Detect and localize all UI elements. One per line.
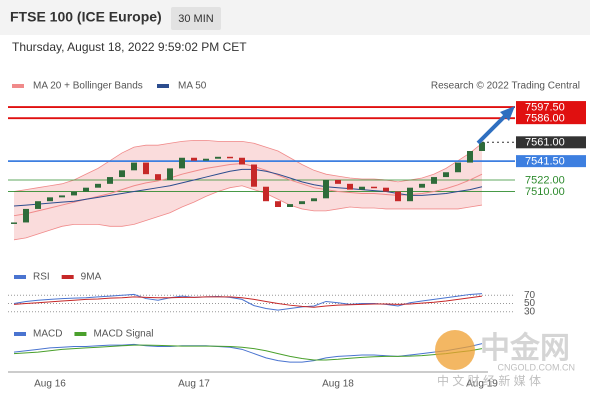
candle-body xyxy=(419,183,425,188)
level-label: 7510.00 xyxy=(525,186,565,198)
candle-body xyxy=(371,186,377,189)
level-label-box xyxy=(516,155,586,168)
candle-body xyxy=(107,177,113,184)
ma-line xyxy=(13,168,483,207)
candle-body xyxy=(455,162,461,173)
candle-body xyxy=(71,191,77,196)
legend-swatch xyxy=(157,84,169,88)
timeframe[interactable]: 30 MIN xyxy=(178,13,214,25)
x-tick-label: Aug 19 xyxy=(466,379,498,390)
legend-swatch xyxy=(12,84,24,88)
legend-swatch xyxy=(61,275,74,279)
candle-body xyxy=(227,156,233,159)
indicator-line xyxy=(13,295,483,308)
level-label-box xyxy=(516,136,586,149)
legend-label: MA 50 xyxy=(178,81,207,92)
level-label-box xyxy=(516,112,586,125)
timeframe-badge[interactable] xyxy=(171,7,221,30)
candle-body xyxy=(347,183,353,190)
instrument-title: FTSE 100 (ICE Europe) xyxy=(10,9,162,25)
candle-body xyxy=(299,201,305,205)
candle-body xyxy=(131,162,137,171)
candle-body xyxy=(167,168,173,180)
candle-body xyxy=(95,183,101,188)
legend-swatch xyxy=(74,332,87,336)
candle-body xyxy=(359,186,365,190)
bollinger-lower xyxy=(13,185,483,241)
legend-label: MA 20 + Bollinger Bands xyxy=(33,81,143,92)
indicator-line xyxy=(13,344,483,361)
rsi-tick-label: 70 xyxy=(524,290,536,301)
level-label: 7522.00 xyxy=(525,174,565,186)
indicator-line xyxy=(13,293,483,311)
candle-body xyxy=(467,151,473,163)
candle-body xyxy=(143,162,149,175)
candle-body xyxy=(59,195,65,198)
candle-body xyxy=(119,170,125,178)
level-label: 7597.50 xyxy=(525,101,565,113)
candle-body xyxy=(431,177,437,184)
candle-body xyxy=(383,187,389,192)
candle-body xyxy=(11,222,17,224)
candle-body xyxy=(311,198,317,202)
candle-body xyxy=(239,157,245,165)
candle-body xyxy=(323,179,329,199)
watermark-icon xyxy=(435,330,475,370)
indicator-line xyxy=(13,343,483,363)
legend-label: RSI xyxy=(33,272,50,283)
candle-body xyxy=(83,187,89,192)
legend-label: MACD xyxy=(33,329,62,340)
header-bar xyxy=(0,0,590,35)
legend-label: MACD Signal xyxy=(93,329,153,340)
rsi-tick-label: 50 xyxy=(524,298,536,309)
candle-body xyxy=(335,179,341,184)
level-label: 7541.50 xyxy=(525,156,565,168)
level-label-box xyxy=(516,101,586,114)
legend-swatch xyxy=(14,275,26,279)
candle-body xyxy=(443,172,449,178)
x-tick-label: Aug 17 xyxy=(178,379,210,390)
candle-body xyxy=(191,157,197,161)
watermark-tagline: 中 文 财 经 新 媒 体 xyxy=(437,373,541,388)
x-tick-label: Aug 18 xyxy=(322,379,354,390)
trend-arrowhead xyxy=(500,106,515,121)
x-tick-label: Aug 16 xyxy=(34,379,66,390)
legend-label: 9MA xyxy=(81,272,102,283)
candle-body xyxy=(263,186,269,202)
watermark-url: CNGOLD.COM.CN xyxy=(497,362,575,372)
candle-body xyxy=(251,164,257,187)
candle-body xyxy=(23,208,29,223)
candle-body xyxy=(47,197,53,202)
level-label: 7561.00 xyxy=(525,137,565,149)
candle-body xyxy=(203,158,209,161)
candle-body xyxy=(215,156,221,159)
watermark: 中金网 CNGOLD.COM.CN 中 文 财 经 新 媒 体 xyxy=(435,330,575,388)
candle-body xyxy=(275,201,281,207)
candle-body xyxy=(287,204,293,207)
trend-arrow xyxy=(476,111,510,145)
candle-body xyxy=(479,142,485,151)
candle-body xyxy=(35,201,41,209)
candle-body xyxy=(155,174,161,180)
candle-body xyxy=(407,187,413,202)
candle-body xyxy=(395,191,401,202)
timestamp: Thursday, August 18, 2022 9:59:02 PM CET xyxy=(12,40,247,54)
candle-body xyxy=(179,157,185,169)
watermark-logo: 中金网 xyxy=(480,331,570,365)
legend-swatch xyxy=(14,332,26,336)
credit: Research © 2022 Trading Central xyxy=(431,81,580,92)
bollinger-upper xyxy=(13,139,483,192)
level-label: 7586.00 xyxy=(525,113,565,125)
rsi-tick-label: 30 xyxy=(524,306,536,317)
